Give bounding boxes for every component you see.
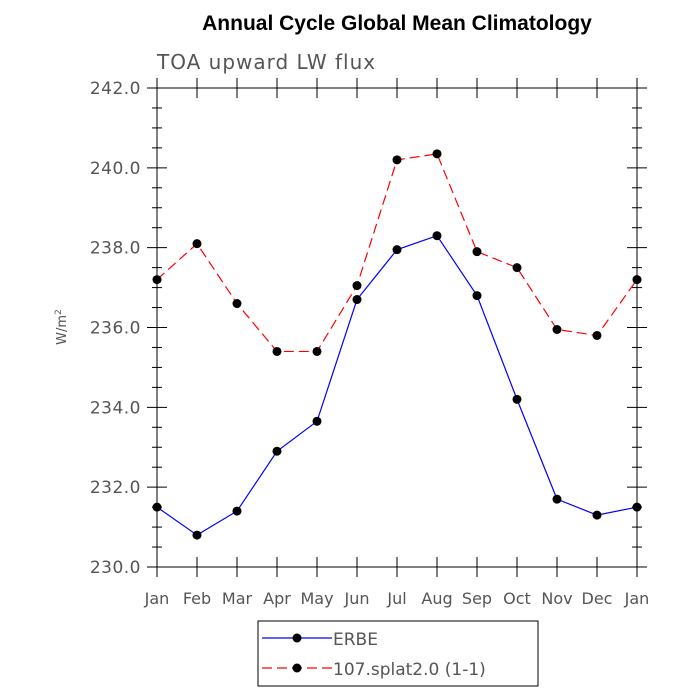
data-point xyxy=(632,502,642,512)
series-erbe xyxy=(152,231,642,540)
chart-subtitle: TOA upward LW flux xyxy=(156,50,376,74)
x-tick-label: Oct xyxy=(503,589,531,608)
x-tick-label: Mar xyxy=(222,589,253,608)
x-tick-label: May xyxy=(300,589,333,608)
data-point xyxy=(632,275,642,285)
legend: ERBE 107.splat2.0 (1-1) xyxy=(257,620,539,687)
x-tick-label: Apr xyxy=(263,589,291,608)
data-point xyxy=(472,291,482,301)
x-tick-label: Jan xyxy=(144,589,170,608)
data-point xyxy=(512,263,522,273)
y-tick-label: 238.0 xyxy=(90,239,141,259)
data-point xyxy=(512,394,522,404)
y-axis: 230.0 232.0 234.0 236.0 238.0 240.0 242.0 xyxy=(90,79,647,578)
data-point xyxy=(192,530,202,540)
x-axis: Jan Feb Mar Apr May Jun Jul Aug Sep Oct Nov Dec Jan xyxy=(144,78,650,608)
x-tick-label: Sep xyxy=(462,589,492,608)
data-point xyxy=(152,502,162,512)
data-point xyxy=(232,299,242,309)
data-point xyxy=(552,324,562,334)
data-point xyxy=(312,346,322,356)
data-point xyxy=(472,247,482,257)
y-tick-label: 242.0 xyxy=(90,79,141,99)
y-tick-label: 234.0 xyxy=(90,398,141,418)
data-point xyxy=(352,295,362,305)
data-point xyxy=(392,245,402,255)
series-layer xyxy=(152,149,642,540)
series-line xyxy=(156,234,638,536)
data-point xyxy=(352,281,362,291)
legend-marker xyxy=(292,663,302,673)
data-point xyxy=(192,239,202,249)
y-tick-label: 240.0 xyxy=(90,159,141,179)
legend-box xyxy=(257,620,539,687)
data-point xyxy=(272,446,282,456)
data-point xyxy=(312,416,322,426)
data-point xyxy=(432,149,442,159)
data-point xyxy=(592,510,602,520)
x-tick-label: Jan xyxy=(624,589,650,608)
x-tick-label: Aug xyxy=(421,589,452,608)
data-point xyxy=(592,330,602,340)
data-point xyxy=(152,275,162,285)
series-107-splat2-0-1-1 xyxy=(152,149,642,356)
data-point xyxy=(552,494,562,504)
chart-title: Annual Cycle Global Mean Climatology xyxy=(202,12,592,35)
x-tick-label: Jul xyxy=(386,589,406,608)
data-point xyxy=(232,506,242,516)
y-tick-label: 230.0 xyxy=(90,558,141,578)
legend-label: ERBE xyxy=(333,630,378,650)
data-point xyxy=(272,346,282,356)
y-tick-label: 232.0 xyxy=(90,478,141,498)
x-tick-label: Feb xyxy=(183,589,211,608)
y-axis-label: W/m2 xyxy=(54,309,70,345)
data-point xyxy=(432,231,442,241)
data-point xyxy=(392,155,402,165)
x-tick-label: Nov xyxy=(541,589,572,608)
y-tick-label: 236.0 xyxy=(90,319,141,339)
x-tick-label: Dec xyxy=(582,589,613,608)
x-tick-label: Jun xyxy=(344,589,370,608)
legend-marker xyxy=(292,633,302,643)
legend-label: 107.splat2.0 (1-1) xyxy=(333,660,486,680)
